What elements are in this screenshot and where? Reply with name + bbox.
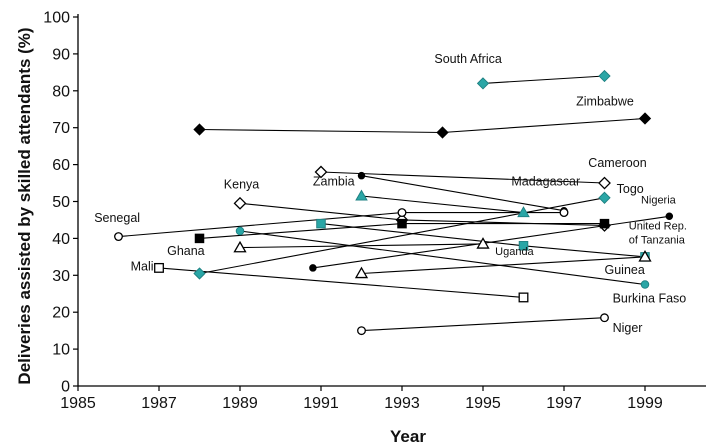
- united-rep-label: United Rep.: [629, 221, 687, 233]
- south-africa-point: [598, 69, 611, 83]
- of-tanzania-label: of Tanzania: [629, 235, 686, 247]
- y-tick-label: 50: [52, 194, 70, 211]
- x-tick-label: 1993: [384, 395, 420, 412]
- y-axis-title: Deliveries assisted by skilled attendant…: [15, 27, 34, 384]
- madagascar-line: [361, 175, 565, 212]
- senegal-line: [118, 212, 564, 238]
- axes: [77, 14, 706, 387]
- togo-label: Togo: [617, 182, 644, 196]
- uganda-label: Uganda: [495, 246, 534, 258]
- guinea-point: [233, 240, 247, 253]
- y-tick-label: 80: [52, 83, 70, 100]
- madagascar-point: [357, 171, 366, 180]
- burkina-faso-label: Burkina Faso: [613, 292, 687, 306]
- united-rep-of-tanzania-point: [599, 218, 610, 229]
- togo-line: [199, 197, 605, 275]
- senegal-point: [114, 232, 123, 242]
- mali-point: [518, 292, 529, 303]
- y-tick-label: 10: [52, 342, 70, 359]
- kenya-label: Kenya: [224, 178, 259, 192]
- x-tick-label: 1985: [60, 395, 96, 412]
- y-tick-label: 20: [52, 305, 70, 322]
- burkina-faso-line: [361, 256, 646, 275]
- ghana-point: [640, 280, 650, 289]
- guinea-line: [239, 243, 484, 249]
- cameroon-line: [320, 171, 605, 184]
- burkina-faso-point: [354, 266, 369, 279]
- zambia-point: [355, 189, 368, 201]
- zambia-point: [517, 206, 530, 218]
- united-rep-of-tanzania-point: [397, 218, 407, 229]
- guinea-label: Guinea: [605, 263, 645, 277]
- zambia-line: [361, 195, 524, 214]
- zimbabwe-line: [199, 117, 646, 134]
- series-lines: [118, 75, 670, 332]
- x-ticks: 1985 1987 1989 1991 1993 1995 1997 1999: [60, 386, 663, 412]
- togo-point: [193, 267, 206, 280]
- cameroon-label: Cameroon: [588, 156, 646, 170]
- x-tick-label: 1989: [222, 395, 258, 412]
- zimbabwe-point: [638, 112, 652, 125]
- country-labels: South Africa Zimbabwe Cameroon Kenya Zambia M…: [94, 52, 687, 335]
- nigeria-point: [665, 212, 674, 221]
- x-tick-label: 1987: [141, 395, 177, 412]
- zimbabwe-point: [193, 123, 206, 136]
- burkina-faso-point: [638, 250, 652, 262]
- united-rep-of-tanzania-point: [194, 233, 205, 244]
- y-ticks: 0 10 20 30 40 50 60 70 80 90 100: [43, 10, 78, 396]
- y-tick-label: 100: [43, 10, 70, 27]
- niger-point: [600, 313, 609, 323]
- ghana-label: Ghana: [167, 244, 205, 258]
- senegal-point: [559, 208, 569, 218]
- y-tick-label: 60: [52, 157, 70, 174]
- senegal-point: [397, 208, 407, 218]
- x-axis-title: Year: [390, 427, 426, 445]
- y-tick-label: 0: [61, 379, 70, 396]
- zambia-label: Zambia: [313, 175, 355, 189]
- guinea-point: [476, 237, 490, 249]
- south-africa-label: South Africa: [434, 52, 501, 66]
- ghana-line: [239, 230, 646, 286]
- togo-point: [598, 191, 611, 204]
- niger-line: [361, 317, 605, 332]
- uganda-point: [316, 218, 326, 229]
- south-africa-line: [482, 75, 605, 84]
- y-tick-label: 40: [52, 231, 70, 248]
- zimbabwe-label: Zimbabwe: [576, 95, 634, 109]
- madagascar-label: Madagascar: [511, 175, 580, 189]
- south-africa-point: [476, 77, 490, 90]
- niger-label: Niger: [613, 321, 643, 335]
- x-tick-label: 1999: [627, 395, 663, 412]
- ghana-point: [235, 226, 245, 236]
- mali-point: [154, 262, 164, 273]
- nigeria-label: Nigeria: [641, 194, 677, 206]
- series-markers: [114, 69, 674, 336]
- mali-label: Mali: [131, 260, 154, 274]
- mali-line: [158, 267, 524, 298]
- x-tick-label: 1995: [465, 395, 501, 412]
- x-tick-label: 1991: [303, 395, 339, 412]
- senegal-label: Senegal: [94, 211, 140, 225]
- kenya-point: [233, 196, 247, 210]
- uganda-point: [518, 241, 529, 251]
- y-tick-label: 70: [52, 120, 70, 137]
- cameroon-point: [598, 176, 611, 190]
- y-tick-label: 30: [52, 268, 70, 285]
- nigeria-point: [309, 264, 317, 272]
- zimbabwe-point: [436, 126, 449, 139]
- niger-point: [357, 326, 366, 336]
- y-tick-label: 90: [52, 46, 70, 63]
- x-tick-label: 1997: [546, 395, 582, 412]
- cameroon-point: [314, 165, 328, 179]
